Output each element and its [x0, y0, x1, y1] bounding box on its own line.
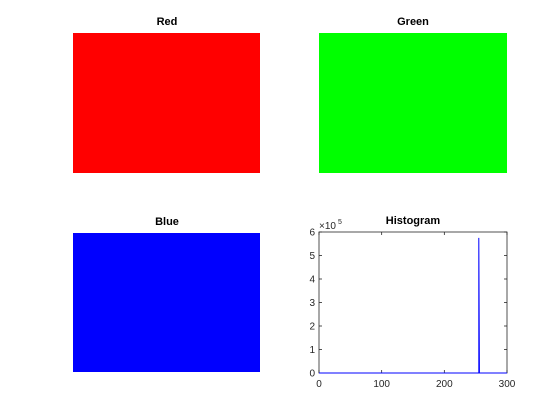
tick-labels: 0 100 200 300 0 1 2 3 4 5 6 — [309, 228, 515, 391]
y-tick-label: 2 — [309, 322, 315, 333]
y-tick-label: 0 — [309, 369, 315, 380]
x-tick-label: 200 — [436, 379, 453, 390]
x-tick-label: 100 — [373, 379, 390, 390]
x-tick-label: 0 — [316, 379, 322, 390]
y-tick-label: 3 — [309, 298, 315, 309]
y-tick-label: 6 — [309, 228, 315, 239]
x-tick-label: 300 — [499, 379, 516, 390]
histogram-series-line — [319, 238, 507, 373]
y-tick-label: 4 — [309, 275, 315, 286]
histogram-title: Histogram — [386, 215, 441, 227]
y-tick-label: 5 — [309, 251, 315, 262]
y-tick-label: 1 — [309, 345, 315, 356]
y-exponent-power: 5 — [338, 219, 342, 226]
y-exponent-base: ×10 — [319, 221, 336, 232]
